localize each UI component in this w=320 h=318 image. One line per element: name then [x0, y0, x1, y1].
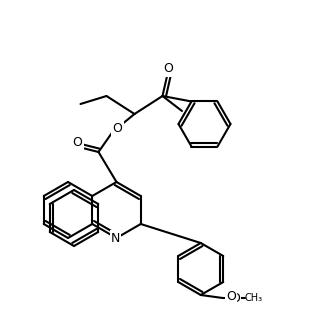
Text: O: O [226, 291, 236, 303]
Text: O: O [73, 136, 83, 149]
Text: N: N [111, 232, 120, 245]
Text: O: O [113, 122, 123, 135]
Text: O: O [164, 63, 173, 75]
Text: CH₃: CH₃ [245, 293, 263, 303]
Text: O: O [230, 292, 240, 305]
